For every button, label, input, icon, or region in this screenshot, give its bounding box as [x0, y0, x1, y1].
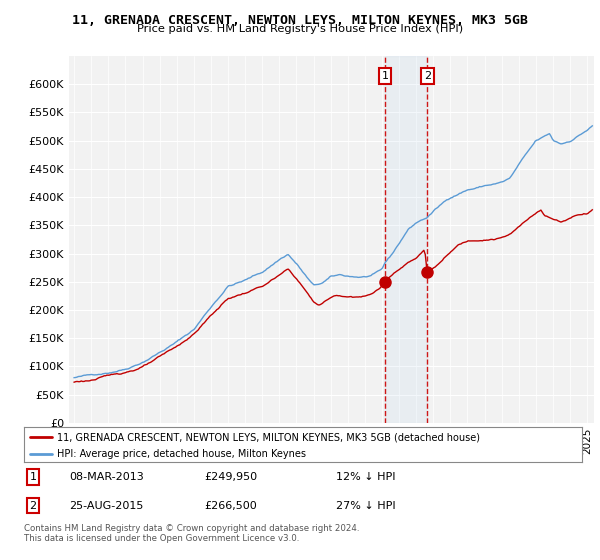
- Text: Contains HM Land Registry data © Crown copyright and database right 2024.: Contains HM Land Registry data © Crown c…: [24, 524, 359, 533]
- Text: This data is licensed under the Open Government Licence v3.0.: This data is licensed under the Open Gov…: [24, 534, 299, 543]
- Text: 12% ↓ HPI: 12% ↓ HPI: [336, 472, 395, 482]
- Text: 1: 1: [29, 472, 37, 482]
- Text: 11, GRENADA CRESCENT, NEWTON LEYS, MILTON KEYNES, MK3 5GB: 11, GRENADA CRESCENT, NEWTON LEYS, MILTO…: [72, 14, 528, 27]
- Text: HPI: Average price, detached house, Milton Keynes: HPI: Average price, detached house, Milt…: [58, 449, 307, 459]
- Text: £266,500: £266,500: [204, 501, 257, 511]
- Text: 27% ↓ HPI: 27% ↓ HPI: [336, 501, 395, 511]
- Text: Price paid vs. HM Land Registry's House Price Index (HPI): Price paid vs. HM Land Registry's House …: [137, 24, 463, 34]
- Bar: [385, 56, 427, 423]
- Text: 2: 2: [29, 501, 37, 511]
- Text: 25-AUG-2015: 25-AUG-2015: [69, 501, 143, 511]
- Text: 11, GRENADA CRESCENT, NEWTON LEYS, MILTON KEYNES, MK3 5GB (detached house): 11, GRENADA CRESCENT, NEWTON LEYS, MILTO…: [58, 432, 481, 442]
- Text: 08-MAR-2013: 08-MAR-2013: [69, 472, 144, 482]
- Text: 1: 1: [382, 71, 389, 81]
- Text: 2: 2: [424, 71, 431, 81]
- Text: £249,950: £249,950: [204, 472, 257, 482]
